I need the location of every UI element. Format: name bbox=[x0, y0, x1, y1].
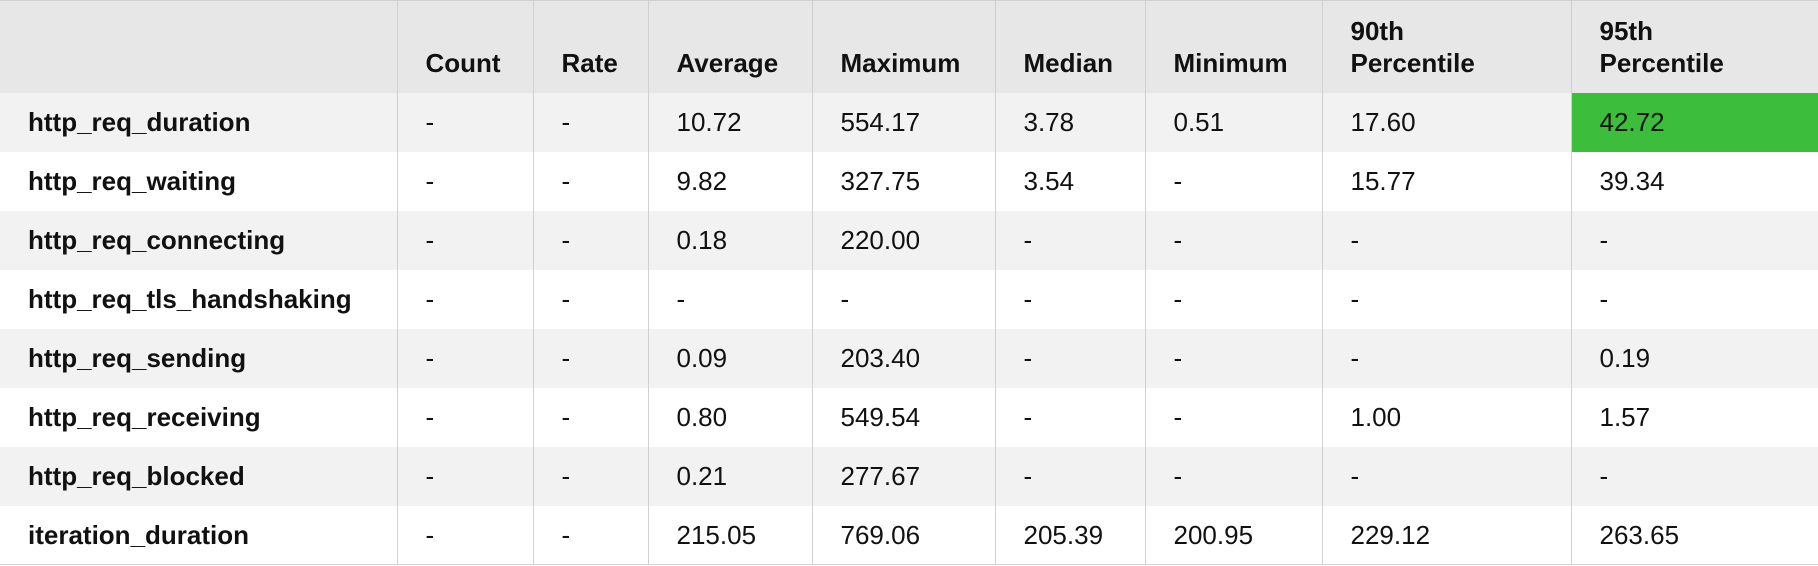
metric-name-cell: http_req_blocked bbox=[28, 461, 245, 491]
cell-minimum: - bbox=[1144, 269, 1322, 329]
cell-count: - bbox=[396, 505, 533, 565]
header-row: Count Rate Average Maximum Median Minimu… bbox=[0, 0, 1818, 93]
header-p90: 90th Percentile bbox=[1321, 0, 1571, 93]
cell-count: - bbox=[396, 210, 533, 270]
header-median: Median bbox=[994, 0, 1145, 93]
cell-average: - bbox=[647, 269, 812, 329]
table-row: http_req_receiving - -0.80 549.54- -1.00 1.57 bbox=[0, 387, 1818, 447]
cell-minimum: 0.51 bbox=[1144, 92, 1322, 152]
cell-maximum: 327.75 bbox=[811, 151, 995, 211]
cell-count: - bbox=[396, 446, 533, 506]
cell-median: 3.54 bbox=[994, 151, 1145, 211]
cell-rate: - bbox=[532, 387, 648, 447]
cell-rate: - bbox=[532, 446, 648, 506]
cell-median: 3.78 bbox=[994, 92, 1145, 152]
table-row: http_req_blocked - -0.21 277.67- - - - bbox=[0, 446, 1818, 506]
metric-name-cell: http_req_waiting bbox=[28, 166, 237, 196]
cell-rate: - bbox=[532, 328, 648, 388]
table-row: http_req_tls_handshaking - - - - - - - - bbox=[0, 269, 1818, 329]
cell-p95: - bbox=[1570, 446, 1818, 506]
cell-p95: 0.19 bbox=[1570, 328, 1818, 388]
cell-median: - bbox=[994, 446, 1145, 506]
cell-minimum: - bbox=[1144, 151, 1322, 211]
cell-minimum: - bbox=[1144, 210, 1322, 270]
cell-minimum: - bbox=[1144, 446, 1322, 506]
header-count: Count bbox=[396, 0, 533, 93]
table-row: http_req_duration - -10.72 554.17 3.78 0.51 17… bbox=[0, 92, 1818, 152]
cell-average: 9.82 bbox=[647, 151, 812, 211]
metric-name-cell: http_req_connecting bbox=[28, 225, 286, 255]
table-row: http_req_waiting - -9.82 327.75 3.54-15.77 39… bbox=[0, 151, 1818, 211]
cell-average: 0.80 bbox=[647, 387, 812, 447]
metric-name-cell: http_req_receiving bbox=[28, 402, 261, 432]
cell-p90: 17.60 bbox=[1321, 92, 1571, 152]
cell-p90: 15.77 bbox=[1321, 151, 1571, 211]
cell-p90: 1.00 bbox=[1321, 387, 1571, 447]
cell-p90: - bbox=[1321, 446, 1571, 506]
header-average: Average bbox=[647, 0, 812, 93]
metric-name-cell: http_req_duration bbox=[28, 107, 251, 137]
cell-count: - bbox=[396, 269, 533, 329]
cell-p95: 1.57 bbox=[1570, 387, 1818, 447]
cell-maximum: 220.00 bbox=[811, 210, 995, 270]
cell-rate: - bbox=[532, 210, 648, 270]
cell-maximum: 769.06 bbox=[811, 505, 995, 565]
cell-maximum: 554.17 bbox=[811, 92, 995, 152]
metric-name-cell: http_req_tls_handshaking bbox=[28, 284, 352, 314]
cell-maximum: 277.67 bbox=[811, 446, 995, 506]
header-metric bbox=[0, 0, 397, 93]
cell-average: 0.18 bbox=[647, 210, 812, 270]
cell-average: 0.09 bbox=[647, 328, 812, 388]
cell-p95: 39.34 bbox=[1570, 151, 1818, 211]
cell-p95: 263.65 bbox=[1570, 505, 1818, 565]
cell-p90: - bbox=[1321, 210, 1571, 270]
cell-median: - bbox=[994, 328, 1145, 388]
cell-p90: 229.12 bbox=[1321, 505, 1571, 565]
cell-rate: - bbox=[532, 92, 648, 152]
table-row: http_req_sending - -0.09 203.40- - -0.19 bbox=[0, 328, 1818, 388]
cell-count: - bbox=[396, 387, 533, 447]
header-minimum: Minimum bbox=[1144, 0, 1322, 93]
cell-count: - bbox=[396, 92, 533, 152]
cell-p95: - bbox=[1570, 210, 1818, 270]
cell-average: 215.05 bbox=[647, 505, 812, 565]
cell-median: - bbox=[994, 269, 1145, 329]
cell-p90: - bbox=[1321, 328, 1571, 388]
cell-average: 10.72 bbox=[647, 92, 812, 152]
cell-minimum: - bbox=[1144, 328, 1322, 388]
cell-median: - bbox=[994, 387, 1145, 447]
cell-p90: - bbox=[1321, 269, 1571, 329]
cell-p95: 42.72 bbox=[1570, 92, 1818, 152]
cell-rate: - bbox=[532, 151, 648, 211]
cell-p95: - bbox=[1570, 269, 1818, 329]
header-p95: 95th Percentile bbox=[1570, 0, 1818, 93]
cell-count: - bbox=[396, 151, 533, 211]
table-row: iteration_duration - -215.05 769.06 205.39 20… bbox=[0, 505, 1818, 565]
table-row: http_req_connecting - -0.18 220.00- - - - bbox=[0, 210, 1818, 270]
cell-median: 205.39 bbox=[994, 505, 1145, 565]
table-header: Count Rate Average Maximum Median Minimu… bbox=[0, 0, 1818, 93]
metric-name-cell: http_req_sending bbox=[28, 343, 247, 373]
header-maximum: Maximum bbox=[811, 0, 995, 93]
cell-minimum: - bbox=[1144, 387, 1322, 447]
cell-maximum: 203.40 bbox=[811, 328, 995, 388]
cell-average: 0.21 bbox=[647, 446, 812, 506]
cell-maximum: - bbox=[811, 269, 995, 329]
cell-count: - bbox=[396, 328, 533, 388]
cell-maximum: 549.54 bbox=[811, 387, 995, 447]
table-body: http_req_duration - -10.72 554.17 3.78 0.51 17… bbox=[0, 92, 1818, 565]
cell-rate: - bbox=[532, 269, 648, 329]
metric-name-cell: iteration_duration bbox=[0, 505, 397, 565]
cell-median: - bbox=[994, 210, 1145, 270]
cell-minimum: 200.95 bbox=[1144, 505, 1322, 565]
cell-rate: - bbox=[532, 505, 648, 565]
header-rate: Rate bbox=[532, 0, 648, 93]
